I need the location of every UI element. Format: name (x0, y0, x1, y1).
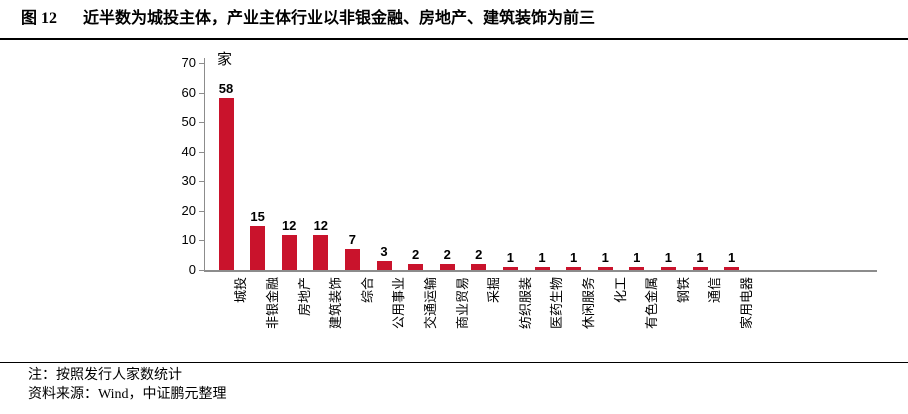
y-axis-tick (199, 270, 204, 271)
figure-title: 近半数为城投主体，产业主体行业以非银金融、房地产、建筑装饰为前三 (83, 10, 596, 27)
bar-value-label: 1 (506, 250, 514, 265)
bar (629, 267, 645, 270)
bar-value-label: 1 (538, 250, 546, 265)
figure-source: 资料来源：Wind，中证鹏元整理 (28, 387, 227, 402)
x-category-label: 商业贸易 (454, 277, 470, 330)
bar-value-label: 58 (218, 81, 234, 96)
y-axis-tick (199, 122, 204, 124)
y-axis-line (204, 58, 205, 270)
y-axis-tick (199, 92, 204, 94)
y-tick-label: 10 (181, 232, 196, 248)
y-axis-tick (199, 240, 204, 242)
bar (313, 235, 329, 270)
bar-value-label: 7 (348, 232, 356, 247)
bar-value-label: 12 (313, 218, 329, 233)
bar-value-label: 3 (380, 244, 388, 259)
y-tick-label: 20 (181, 202, 196, 218)
x-category-label: 城投 (233, 277, 249, 304)
x-axis-line (204, 270, 877, 272)
figure-number-label: 图 12 (21, 10, 58, 27)
bar (534, 267, 550, 270)
bar (344, 249, 360, 270)
y-tick-label: 0 (188, 262, 196, 277)
y-tick-label: 30 (181, 173, 196, 189)
x-category-label: 有色金属 (644, 277, 660, 330)
bar (566, 267, 582, 270)
bar (376, 261, 392, 270)
bar (692, 267, 708, 270)
figure-note: 注：按照发行人家数统计 (28, 368, 182, 383)
bar-value-label: 2 (475, 247, 483, 262)
bar (502, 267, 518, 270)
bar (471, 264, 487, 270)
x-category-label: 综合 (359, 277, 375, 304)
y-tick-label: 70 (181, 55, 196, 70)
y-tick-label: 40 (181, 143, 196, 159)
bar-value-label: 1 (569, 250, 578, 265)
bar-value-label: 2 (443, 247, 451, 262)
bar (724, 267, 740, 270)
x-category-label: 钢铁 (675, 277, 691, 304)
bar (408, 264, 424, 270)
x-category-label: 家用电器 (739, 277, 755, 330)
x-category-label: 医药生物 (549, 277, 565, 330)
bar (218, 98, 234, 270)
x-category-label: 建筑装饰 (328, 277, 344, 330)
bar (660, 267, 676, 270)
bar-value-label: 2 (411, 247, 420, 262)
y-axis-tick (199, 181, 204, 183)
top-divider-line (0, 38, 908, 40)
bar-value-label: 1 (727, 250, 736, 265)
bar-value-label: 1 (633, 250, 641, 265)
bottom-divider-line (0, 362, 908, 363)
bar-value-label: 15 (250, 209, 265, 224)
x-category-label: 采掘 (486, 277, 502, 304)
bar-value-label: 1 (601, 250, 609, 265)
x-category-label: 非银金融 (265, 277, 281, 330)
bar-value-label: 1 (664, 250, 672, 265)
bar-chart: 0 10 20 30 40 50 60 70 家 58 城投 15 非银金融 12 房地产 12 建筑装饰 7 综合… (0, 40, 908, 362)
bar-value-label: 1 (696, 250, 704, 265)
y-axis-tick (199, 210, 204, 212)
bar (250, 226, 266, 270)
x-category-label: 化工 (612, 277, 628, 304)
y-axis-tick (199, 151, 204, 153)
bar (439, 264, 455, 270)
y-axis-tick (199, 63, 204, 64)
y-axis-unit-label: 家 (217, 51, 233, 68)
figure-header: 图 12 近半数为城投主体，产业主体行业以非银金融、房地产、建筑装饰为前三 (0, 0, 908, 28)
y-tick-label: 50 (181, 114, 196, 130)
bar (597, 267, 613, 270)
x-category-label: 公用事业 (391, 277, 407, 330)
x-category-label: 房地产 (296, 277, 312, 317)
x-category-label: 交通运输 (423, 277, 439, 330)
y-tick-label: 60 (181, 84, 196, 100)
bar-value-label: 12 (281, 218, 297, 233)
x-category-label: 休闲服务 (581, 277, 597, 330)
x-category-label: 通信 (707, 277, 723, 304)
x-category-label: 纺织服装 (517, 277, 533, 330)
bar (281, 235, 297, 270)
